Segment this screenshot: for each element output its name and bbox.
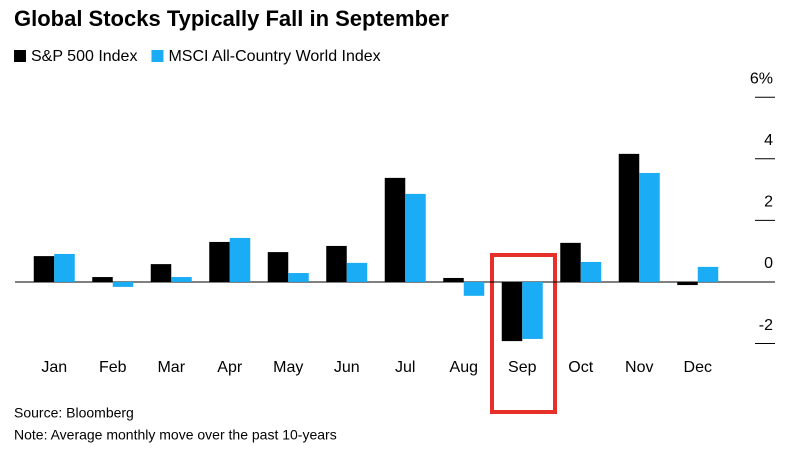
- x-tick-label: Dec: [684, 359, 712, 376]
- chart-title: Global Stocks Typically Fall in Septembe…: [14, 6, 449, 31]
- x-tick-label: Apr: [217, 359, 243, 376]
- bar: [326, 245, 347, 282]
- bar: [112, 281, 134, 287]
- bar: [171, 277, 192, 282]
- bar: [618, 153, 640, 282]
- bar: [580, 261, 602, 282]
- bar: [501, 281, 523, 342]
- legend-label: S&P 500 Index: [31, 48, 137, 65]
- bar: [92, 277, 113, 282]
- bar: [560, 242, 581, 282]
- x-tick-label: Oct: [568, 359, 593, 376]
- bar: [384, 177, 406, 282]
- bar: [150, 264, 172, 282]
- bar: [288, 273, 309, 282]
- bar: [697, 266, 719, 282]
- bar: [677, 281, 698, 286]
- bar: [54, 253, 75, 282]
- highlight-box: [490, 253, 557, 414]
- legend-swatch: [14, 50, 26, 62]
- legend-label: MSCI All-Country World Index: [168, 48, 380, 65]
- bar: [639, 172, 660, 282]
- note: Note: Average monthly move over the past…: [14, 427, 337, 443]
- x-tick-label: May: [273, 359, 303, 376]
- y-tick-label: 2: [764, 194, 773, 211]
- bar: [229, 237, 251, 282]
- x-tick-label: Mar: [157, 359, 185, 376]
- x-tick-label: Jul: [395, 359, 415, 376]
- bar: [209, 241, 230, 282]
- x-tick-label: Aug: [450, 359, 478, 376]
- bar: [522, 281, 543, 339]
- y-tick-label: 4: [764, 132, 773, 149]
- bar: [443, 277, 464, 282]
- bar: [405, 193, 426, 282]
- bar: [463, 281, 485, 296]
- bar: [346, 262, 368, 282]
- source: Source: Bloomberg: [14, 405, 134, 421]
- x-tick-label: Nov: [625, 359, 653, 376]
- y-tick-label: 0: [764, 255, 773, 272]
- bar: [267, 252, 289, 282]
- x-tick-label: Jan: [41, 359, 67, 376]
- legend-swatch: [151, 50, 164, 62]
- y-tick-label: -2: [759, 317, 773, 334]
- bar: [33, 256, 55, 282]
- x-tick-label: Jun: [334, 359, 360, 376]
- x-tick-label: Sep: [508, 359, 537, 376]
- y-tick-label: 6%: [750, 70, 773, 87]
- x-tick-label: Feb: [99, 359, 127, 376]
